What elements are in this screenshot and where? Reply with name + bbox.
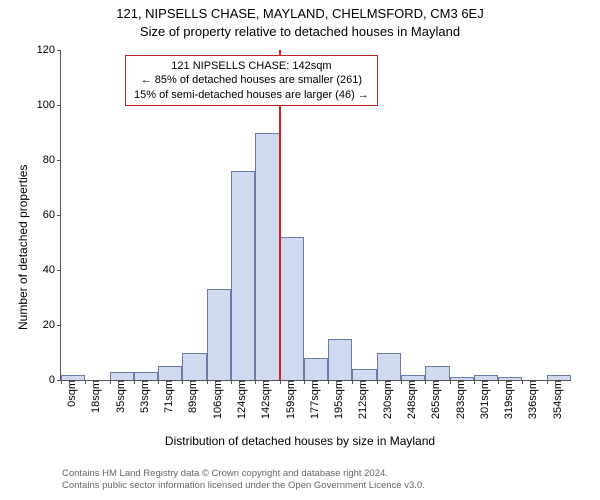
info-box: 121 NIPSELLS CHASE: 142sqm← 85% of detac… [125, 55, 378, 106]
title-line-1: 121, NIPSELLS CHASE, MAYLAND, CHELMSFORD… [0, 6, 600, 21]
x-tick-mark [110, 380, 111, 384]
x-tick-mark [134, 380, 135, 384]
x-tick-mark [280, 380, 281, 384]
x-tick-label: 212sqm [355, 380, 369, 419]
x-tick-label: 35sqm [113, 380, 127, 413]
title-line-2: Size of property relative to detached ho… [0, 24, 600, 39]
footer-attribution: Contains HM Land Registry data © Crown c… [62, 468, 425, 492]
x-tick-label: 0sqm [64, 380, 78, 407]
title-text-2: Size of property relative to detached ho… [140, 24, 460, 39]
x-tick-label: 336sqm [525, 380, 539, 419]
x-tick-mark [401, 380, 402, 384]
x-tick-label: 283sqm [453, 380, 467, 419]
x-tick-label: 177sqm [307, 380, 321, 419]
x-tick-label: 354sqm [550, 380, 564, 419]
x-tick-label: 18sqm [88, 380, 102, 413]
x-tick-mark [377, 380, 378, 384]
histogram-bar [182, 353, 206, 381]
x-tick-mark [61, 380, 62, 384]
x-tick-mark [547, 380, 548, 384]
histogram-bar [304, 358, 328, 380]
x-tick-mark [182, 380, 183, 384]
x-tick-label: 89sqm [185, 380, 199, 413]
y-axis-label: Number of detached properties [16, 165, 30, 330]
histogram-bar [280, 237, 304, 380]
histogram-bar [110, 372, 134, 380]
x-tick-mark [85, 380, 86, 384]
x-tick-mark [304, 380, 305, 384]
histogram-bar [255, 133, 279, 381]
info-box-line: 121 NIPSELLS CHASE: 142sqm [134, 59, 369, 73]
x-tick-mark [328, 380, 329, 384]
x-tick-mark [207, 380, 208, 384]
histogram-bar [377, 353, 401, 381]
y-tick-mark [57, 105, 61, 106]
title-text-1: 121, NIPSELLS CHASE, MAYLAND, CHELMSFORD… [116, 6, 483, 21]
histogram-bar [328, 339, 352, 380]
x-tick-mark [231, 380, 232, 384]
x-tick-label: 106sqm [210, 380, 224, 419]
x-tick-label: 71sqm [161, 380, 175, 413]
x-tick-mark [352, 380, 353, 384]
y-tick-mark [57, 160, 61, 161]
histogram-bar [134, 372, 158, 380]
info-box-line: 15% of semi-detached houses are larger (… [134, 88, 369, 102]
histogram-bar [158, 366, 182, 380]
y-tick-mark [57, 325, 61, 326]
histogram-bar [231, 171, 255, 380]
x-tick-label: 265sqm [428, 380, 442, 419]
footer-line: Contains public sector information licen… [62, 480, 425, 492]
histogram-bar [425, 366, 449, 380]
info-box-line: ← 85% of detached houses are smaller (26… [134, 73, 369, 87]
x-tick-mark [158, 380, 159, 384]
x-tick-mark [498, 380, 499, 384]
x-tick-mark [474, 380, 475, 384]
y-tick-mark [57, 215, 61, 216]
y-tick-mark [57, 50, 61, 51]
x-tick-label: 142sqm [258, 380, 272, 419]
y-tick-mark [57, 270, 61, 271]
chart-container: 121, NIPSELLS CHASE, MAYLAND, CHELMSFORD… [0, 0, 600, 500]
y-axis-label-text: Number of detached properties [16, 165, 30, 330]
x-axis-label-text: Distribution of detached houses by size … [165, 434, 435, 448]
x-tick-label: 53sqm [137, 380, 151, 413]
x-tick-mark [522, 380, 523, 384]
x-axis-label: Distribution of detached houses by size … [0, 434, 600, 448]
x-tick-label: 195sqm [331, 380, 345, 419]
x-tick-label: 319sqm [501, 380, 515, 419]
x-tick-label: 301sqm [477, 380, 491, 419]
histogram-bar [352, 369, 376, 380]
histogram-bar [207, 289, 231, 380]
footer-line: Contains HM Land Registry data © Crown c… [62, 468, 425, 480]
x-tick-label: 230sqm [380, 380, 394, 419]
x-tick-label: 124sqm [234, 380, 248, 419]
x-tick-label: 159sqm [283, 380, 297, 419]
x-tick-mark [425, 380, 426, 384]
x-tick-label: 248sqm [404, 380, 418, 419]
x-tick-mark [450, 380, 451, 384]
x-tick-mark [255, 380, 256, 384]
